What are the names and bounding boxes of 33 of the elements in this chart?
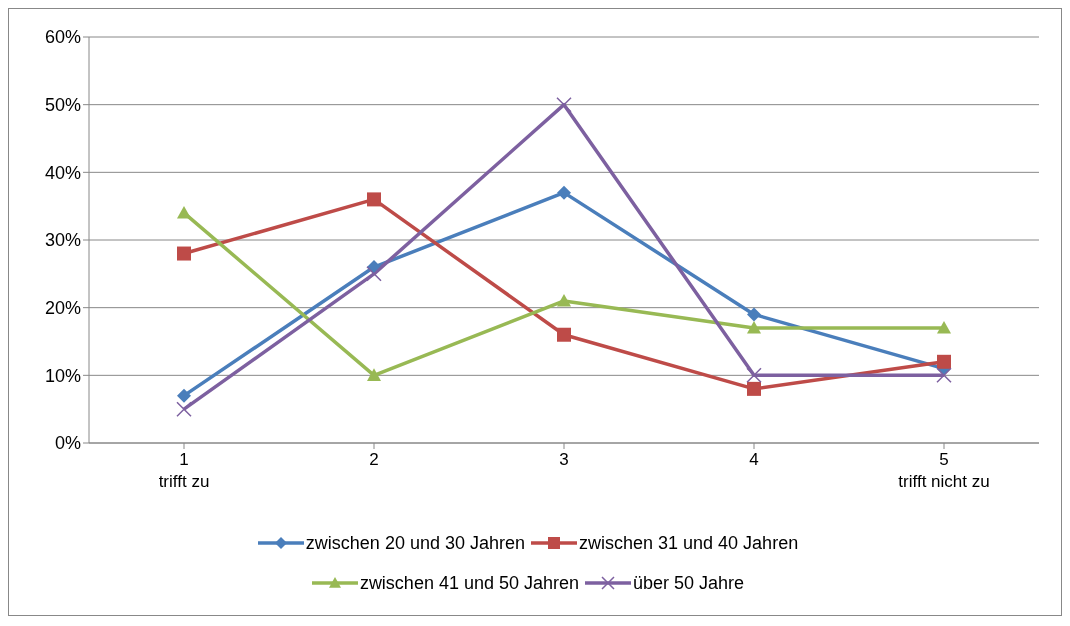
point [176,401,192,417]
point [747,381,761,396]
x-tick-label: 5 trifft nicht zu [898,450,990,491]
point [747,320,761,334]
point [367,192,381,207]
point [367,368,381,381]
legend-label: zwischen 41 und 50 Jahren [359,572,580,594]
point [936,367,952,384]
point [747,307,761,322]
y-tick-label: 10% [44,365,81,386]
legend-label: zwischen 31 und 40 Jahren [579,532,799,554]
point [557,185,571,200]
y-tick-label: 50% [44,95,81,116]
point [746,367,762,384]
point [557,327,571,342]
point [177,388,191,403]
y-tick-label: 20% [44,298,81,319]
point [177,205,191,219]
y-tick-label: 40% [44,162,81,183]
x-tick-label: 2 [369,450,379,469]
point [937,320,951,334]
point [366,266,382,282]
point [557,293,571,307]
point [937,354,951,369]
point [177,246,191,261]
y-tick-label: 60% [44,27,81,48]
y-tick-label: 30% [44,230,81,251]
x-tick-label: 1 trifft zu [158,450,210,491]
legend-label: über 50 Jahre [633,572,745,594]
y-tick-label: 0% [54,433,81,454]
x-tick-label: 4 [749,450,759,469]
x-tick-label: 3 [559,450,569,469]
legend-label: zwischen 20 und 30 Jahren [305,532,525,554]
